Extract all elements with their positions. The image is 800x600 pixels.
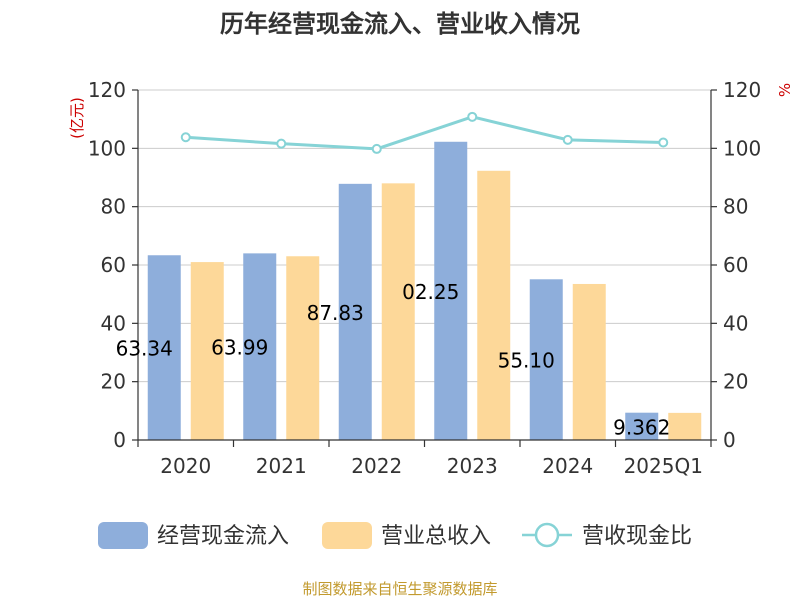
bar-revenue (381, 183, 415, 441)
ratio-point (276, 138, 287, 149)
x-tick-label: 2021 (256, 454, 307, 478)
y-tick-label: 60 (101, 253, 126, 277)
bar-cash-inflow (147, 255, 181, 440)
x-tick-label: 2025Q1 (624, 454, 703, 478)
axes: 0 20 40 60 80 100 120 0 20 40 60 80 100 120 2020 2021 20… (88, 78, 761, 478)
chart-title: 历年经营现金流入、营业收入情况 (220, 10, 580, 38)
bar-revenue (572, 283, 606, 440)
legend-label: 营收现金比 (582, 524, 692, 549)
y-tick-label: 100 (88, 136, 126, 160)
bar-revenue (668, 412, 702, 440)
grid (138, 89, 711, 383)
ratio-point (371, 143, 382, 154)
y-axis-unit: (亿元) (68, 97, 86, 139)
bar-value-label: 87.83 (307, 301, 364, 325)
bar-cash-inflow (434, 141, 468, 441)
bar-value-label: 63.99 (211, 336, 268, 360)
bar-value-label: 55.10 (498, 349, 555, 373)
y-tick-label: 20 (101, 370, 126, 394)
y2-tick-label: 60 (723, 253, 748, 277)
bar-value-label: 9.362 (613, 415, 670, 439)
legend: 经营现金流入 营业总收入 营收现金比 (98, 522, 692, 549)
bar-revenue (286, 256, 320, 440)
legend-label: 营业总收入 (381, 524, 491, 549)
y2-tick-label: 0 (723, 428, 736, 452)
bar-cash-inflow (243, 253, 277, 440)
y2-tick-label: 20 (723, 370, 748, 394)
bar-cash-inflow (529, 279, 563, 440)
ratio-point (658, 137, 669, 148)
bar-cash-inflow (625, 412, 659, 440)
y-tick-label: 120 (88, 78, 126, 102)
x-tick-label: 2020 (160, 454, 211, 478)
bars (147, 141, 702, 441)
ratio-point (467, 111, 478, 122)
legend-swatch (98, 522, 148, 549)
legend-swatch (322, 522, 372, 549)
y2-axis-unit: % (776, 83, 794, 97)
y-tick-label: 40 (101, 311, 126, 335)
ratio-point (180, 132, 191, 143)
x-tick-label: 2024 (542, 454, 593, 478)
y2-tick-label: 40 (723, 311, 748, 335)
x-tick-label: 2022 (351, 454, 402, 478)
y2-tick-label: 100 (723, 136, 761, 160)
y-tick-label: 0 (113, 428, 126, 452)
ratio-point (562, 134, 573, 145)
bar-value-label: 63.34 (116, 337, 173, 361)
ratio-line (180, 111, 669, 154)
bar-revenue (477, 170, 511, 440)
bar-value-label: 02.25 (402, 280, 459, 304)
legend-label: 经营现金流入 (157, 524, 289, 549)
data-labels: 63.34 63.99 87.83 02.25 55.10 9.362 (116, 280, 671, 439)
bar-revenue (190, 262, 224, 440)
bar-cash-inflow (338, 183, 372, 440)
source-note: 制图数据来自恒生聚源数据库 (302, 580, 497, 598)
y2-tick-label: 120 (723, 78, 761, 102)
y-tick-label: 80 (101, 195, 126, 219)
ratio-line-path (185, 115, 664, 151)
x-tick-label: 2023 (447, 454, 498, 478)
y2-tick-label: 80 (723, 195, 748, 219)
legend-marker (534, 522, 560, 548)
